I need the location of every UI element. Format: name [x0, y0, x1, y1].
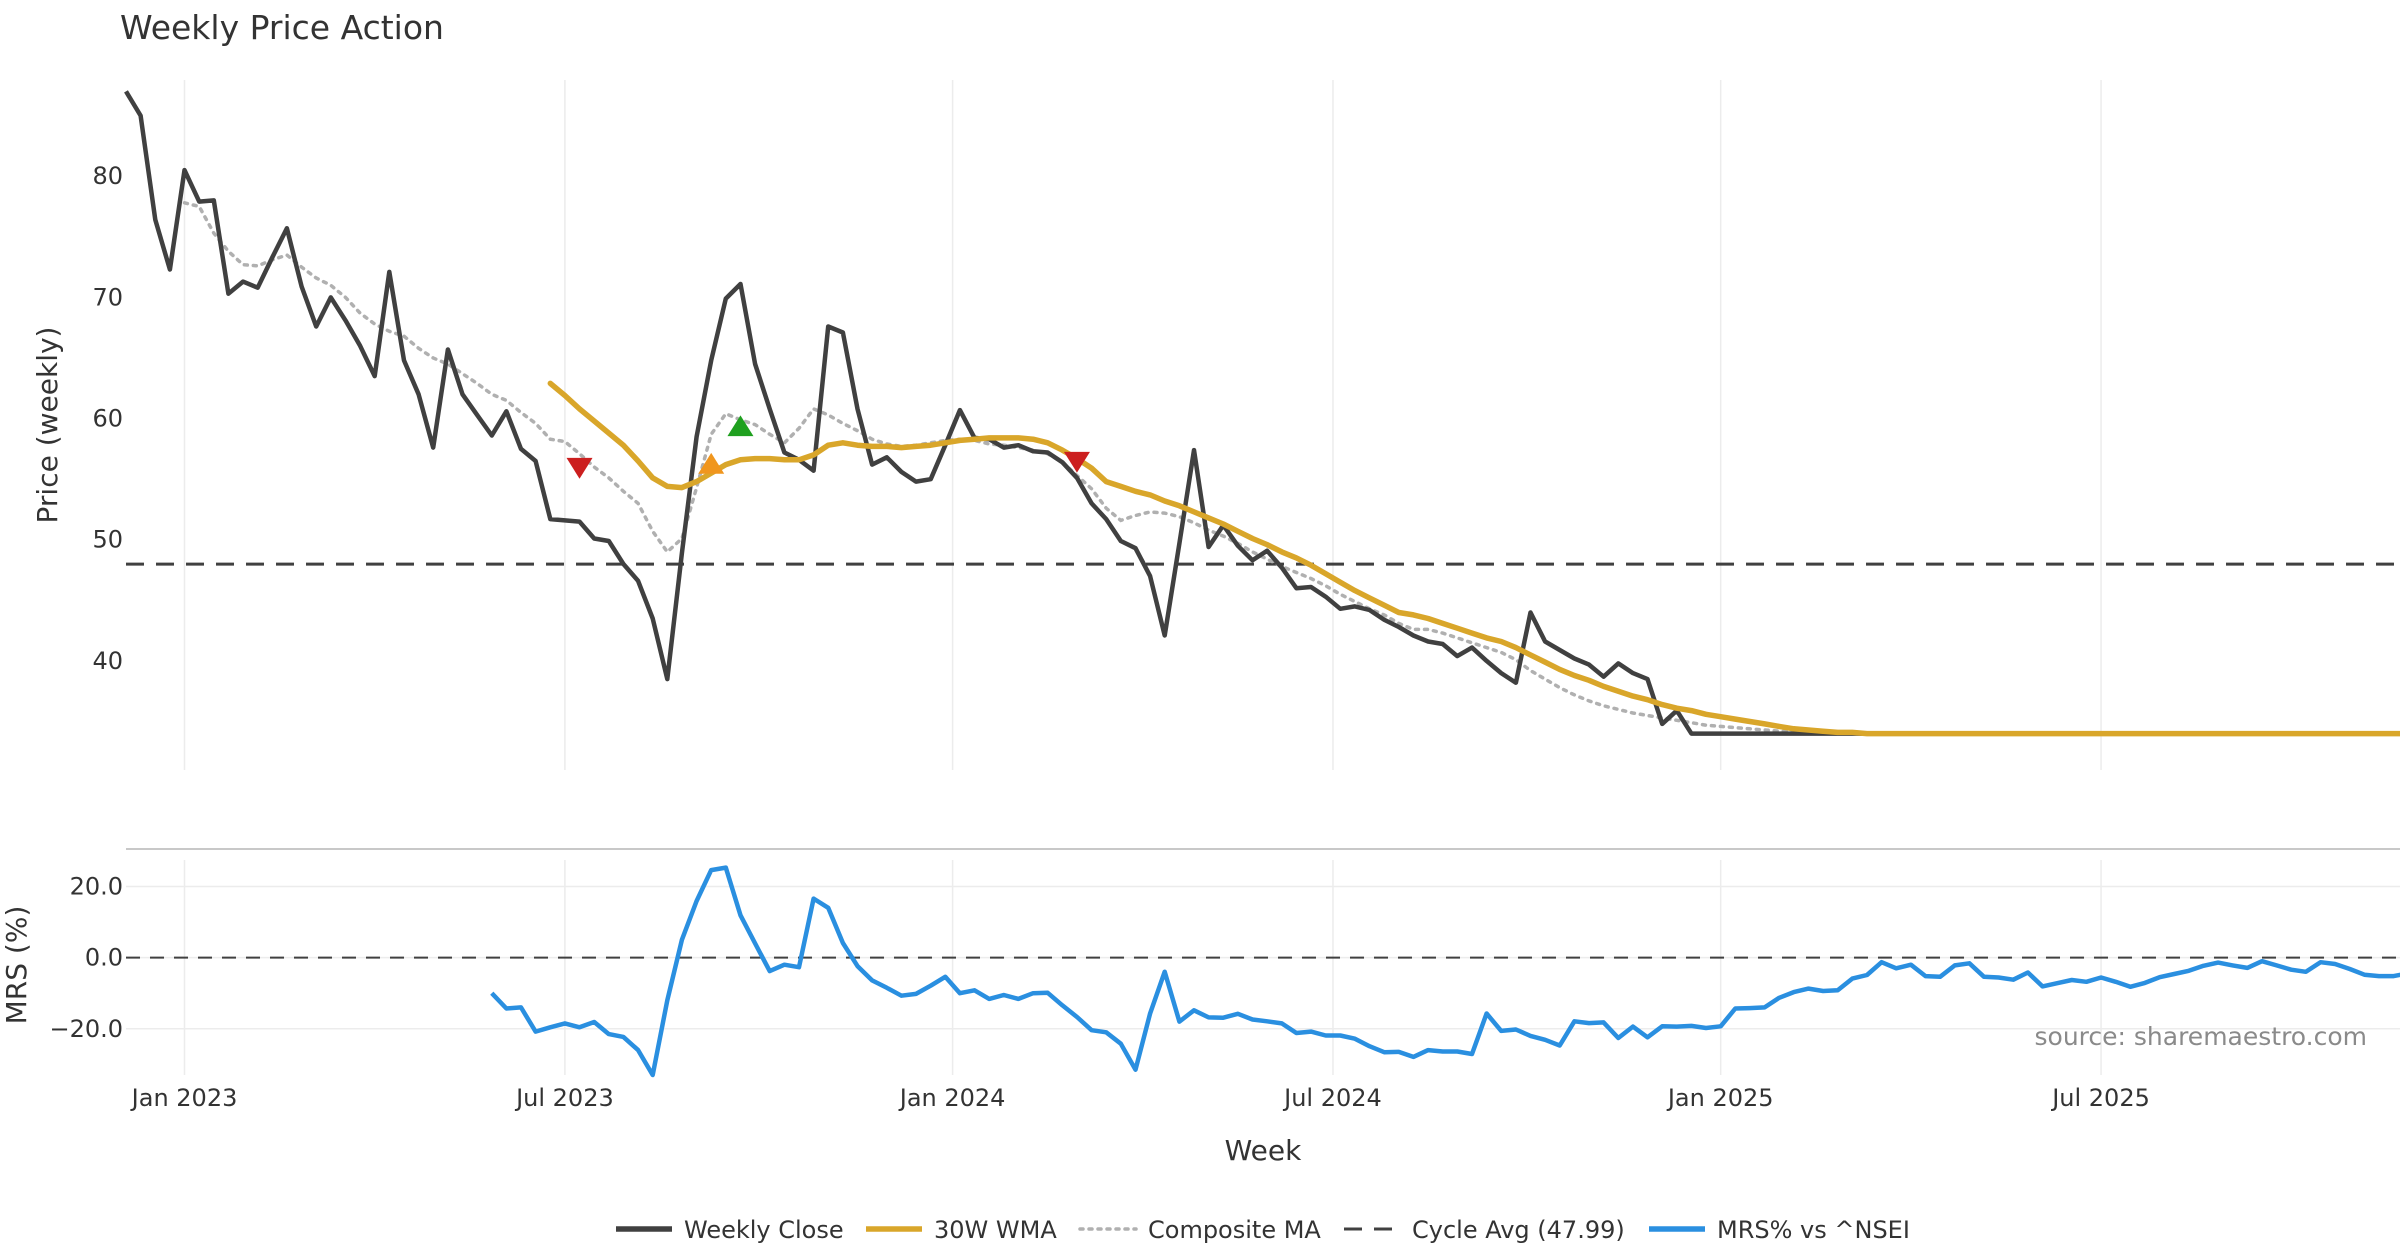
- x-tick-label: Jul 2024: [1282, 1084, 1382, 1112]
- price-y-tick-label: 80: [92, 162, 123, 190]
- price-y-tick-label: 60: [92, 405, 123, 433]
- mrs-y-tick-label: 0.0: [85, 944, 123, 972]
- x-axis-label: Week: [1225, 1134, 1302, 1167]
- weekly-close-line: [124, 90, 2400, 736]
- x-tick-label: Jul 2025: [2050, 1084, 2150, 1112]
- legend-label: 30W WMA: [934, 1216, 1057, 1244]
- source-note: source: sharemaestro.com: [2035, 1022, 2368, 1051]
- signal-markers: [566, 415, 1090, 479]
- mrs-y-axis-label: MRS (%): [0, 906, 33, 1025]
- price-y-axis-label: Price (weekly): [31, 327, 64, 524]
- mrs-y-tick-label: 20.0: [70, 872, 123, 900]
- mrs-y-ticks: 20.0 0.0 −20.0: [49, 872, 123, 1042]
- price-grid: [183, 80, 2102, 770]
- buy-signal-marker: [698, 452, 725, 474]
- x-tick-label: Jan 2025: [1666, 1084, 1774, 1112]
- x-tick-label: Jan 2024: [898, 1084, 1006, 1112]
- sell-signal-marker: [566, 457, 593, 479]
- legend: Weekly Close 30W WMA Composite MA Cycle Avg…: [616, 1216, 1910, 1244]
- mrs-line: [490, 865, 2400, 1078]
- sell-signal-marker: [1063, 451, 1090, 473]
- x-tick-label: Jul 2023: [514, 1084, 614, 1112]
- buy-signal-marker: [727, 415, 754, 437]
- x-tick-label: Jan 2023: [130, 1084, 238, 1112]
- composite-ma-line: [182, 201, 2400, 736]
- mrs-panel: 20.0 0.0 −20.0 MRS (%) source: sharemaestr…: [0, 848, 2400, 1078]
- price-y-ticks: 40 50 60 70 80: [92, 162, 123, 675]
- price-panel: 40 50 60 70 80 Price (weekly): [31, 80, 2400, 770]
- price-y-tick-label: 40: [92, 647, 123, 675]
- legend-label: Composite MA: [1148, 1216, 1321, 1244]
- legend-label: Cycle Avg (47.99): [1412, 1216, 1625, 1244]
- legend-label: Weekly Close: [684, 1216, 844, 1244]
- price-y-tick-label: 70: [92, 283, 123, 311]
- x-ticks: Jan 2023 Jul 2023 Jan 2024 Jul 2024 Jan 2025…: [130, 1084, 2150, 1112]
- price-y-tick-label: 50: [92, 526, 123, 554]
- mrs-y-tick-label: −20.0: [49, 1015, 123, 1043]
- legend-label: MRS% vs ^NSEI: [1717, 1216, 1910, 1244]
- chart-title: Weekly Price Action: [120, 8, 444, 47]
- wma-30-line: [547, 380, 2400, 737]
